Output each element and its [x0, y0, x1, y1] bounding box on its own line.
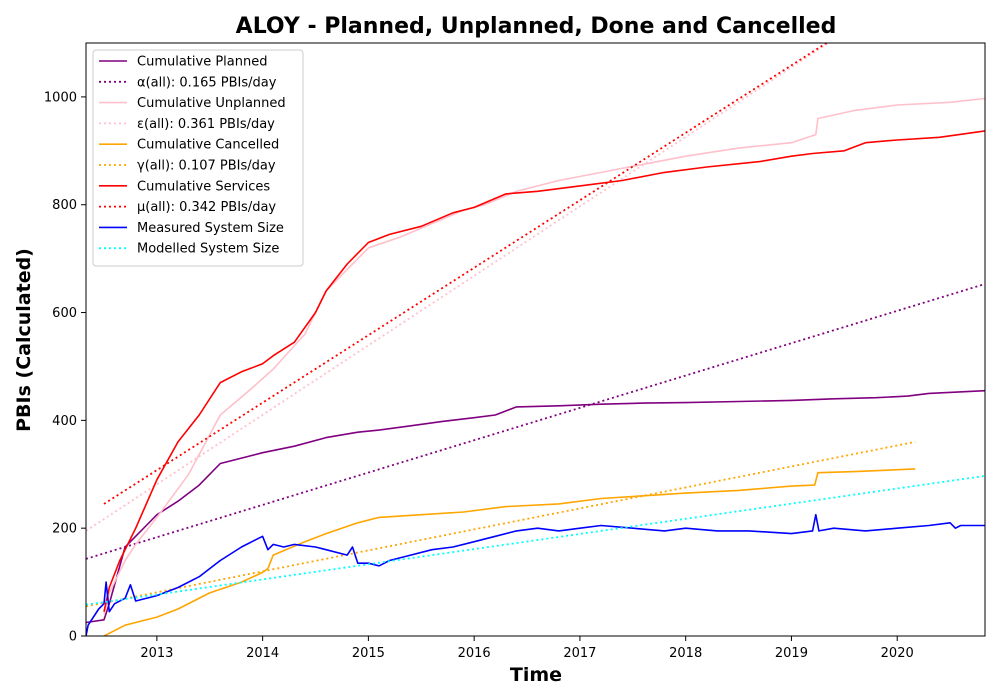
series-line-3	[86, 43, 829, 532]
x-tick-label: 2018	[669, 646, 702, 661]
x-tick-label: 2015	[352, 646, 385, 661]
chart-title: ALOY - Planned, Unplanned, Done and Canc…	[236, 14, 837, 39]
series-line-2	[103, 97, 985, 615]
series-line-5	[86, 441, 916, 608]
legend-label-8: Measured System Size	[137, 221, 284, 236]
y-tick-label: 400	[52, 414, 77, 429]
y-tick-label: 800	[52, 198, 77, 213]
legend-box	[92, 49, 304, 267]
x-axis-label: Time	[510, 664, 562, 686]
y-tick-label: 600	[52, 306, 77, 321]
legend: Cumulative Planned α(all): 0.165 PBIs/day…	[92, 49, 304, 267]
legend-label-3: ε(all): 0.361 PBIs/day	[137, 117, 275, 132]
legend-label-7: μ(all): 0.342 PBIs/day	[137, 200, 276, 215]
series-line-0	[86, 389, 985, 624]
legend-label-1: α(all): 0.165 PBIs/day	[137, 75, 277, 90]
series-line-4	[103, 468, 916, 636]
legend-label-5: γ(all): 0.107 PBIs/day	[137, 159, 276, 174]
x-tick-label: 2014	[246, 646, 279, 661]
legend-label-2: Cumulative Unplanned	[137, 96, 286, 111]
series-line-6	[103, 130, 985, 612]
legend-label-6: Cumulative Services	[137, 179, 270, 194]
ticks-layer: 2013 2014 2015 2016 2017 2018 2019 2020 0 200 400 6…	[44, 90, 914, 661]
y-tick-label: 1000	[44, 90, 77, 105]
y-tick-label: 200	[52, 522, 77, 537]
legend-label-4: Cumulative Cancelled	[137, 138, 279, 153]
series-layer	[86, 43, 985, 636]
legend-label-9: Modelled System Size	[137, 242, 279, 257]
x-tick-label: 2020	[881, 646, 914, 661]
series-line-8	[86, 513, 985, 636]
series-line-1	[86, 283, 985, 560]
x-tick-label: 2017	[563, 646, 596, 661]
x-tick-label: 2016	[458, 646, 491, 661]
x-tick-label: 2019	[775, 646, 808, 661]
series-line-9	[86, 475, 985, 606]
y-axis-label: PBIs (Calculated)	[13, 248, 35, 432]
plot-frame	[85, 42, 986, 637]
y-tick-label: 0	[69, 630, 77, 645]
x-tick-label: 2013	[140, 646, 173, 661]
legend-label-0: Cumulative Planned	[137, 55, 267, 70]
